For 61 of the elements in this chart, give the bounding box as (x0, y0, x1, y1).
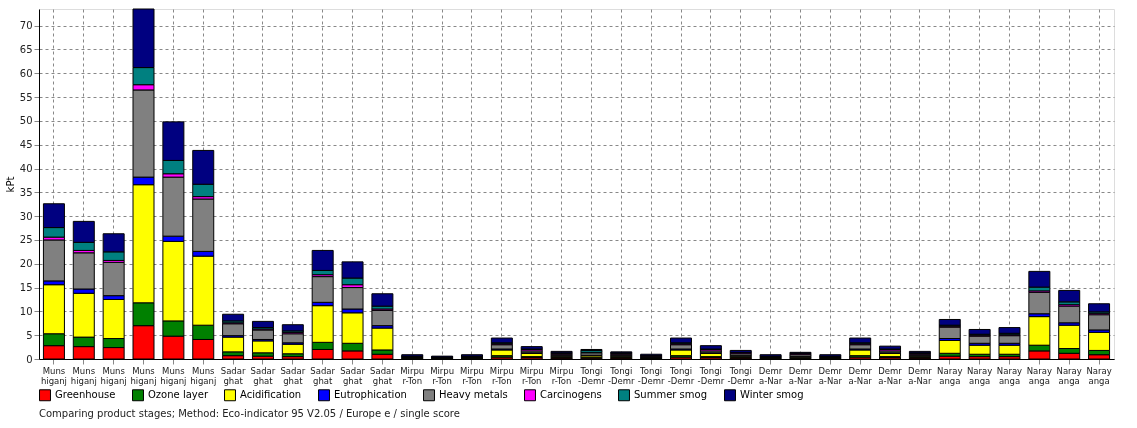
y-tick-label: 15 (19, 282, 33, 294)
x-tick-label: Muns higanj (100, 365, 127, 386)
y-tick-label: 20 (19, 258, 33, 270)
y-tick-label: 65 (19, 43, 33, 55)
y-tick-label: 5 (26, 329, 33, 341)
legend-label: Ozone layer (148, 389, 209, 401)
x-tick-label: Sadar ghat (250, 365, 276, 386)
x-tick-label: Demr a-Nar (818, 365, 843, 386)
x-tick-label: Naray anga (966, 365, 993, 386)
x-tick-label: Demr a-Nar (908, 365, 933, 386)
x-tick-label: Naray anga (1056, 365, 1082, 386)
y-tick-label: 50 (19, 115, 33, 127)
y-axis-title: kPt (4, 176, 16, 193)
legend-label: Winter smog (740, 389, 804, 401)
text: Comparing product stages; Method: Eco-indicator 95 V2.05 / Europe e / single score (39, 408, 460, 419)
x-tick-label: Naray anga (1026, 365, 1052, 386)
x-tick-label: Demr a-Nar (848, 365, 873, 386)
x-tick-label: Tongi -Demr (607, 365, 636, 386)
x-tick-label: Tongi -Demr (578, 365, 606, 386)
y-tick-label: 45 (19, 139, 33, 151)
legend-label: Eutrophication (334, 389, 407, 401)
legend-label: Acidification (240, 389, 302, 401)
y-tick-label: 70 (19, 20, 33, 32)
x-tick-label: Muns higanj (70, 365, 97, 386)
y-tick-label: 40 (19, 163, 33, 175)
x-tick-label: Tongi -Demr (667, 365, 695, 386)
y-tick-label: 60 (19, 67, 33, 79)
y-tick-label: 10 (19, 305, 33, 317)
y-tick-label: 30 (19, 210, 33, 222)
x-tick-label: Muns higanj (40, 365, 67, 386)
x-tick-label: Sadar ghat (310, 365, 336, 386)
x-tick-label: Muns higanj (130, 365, 157, 386)
x-tick-label: Mirpu r-Ton (400, 365, 425, 386)
y-tick-label: 0 (26, 353, 33, 365)
x-tick-label: Demr a-Nar (788, 365, 813, 386)
x-tick-label: Demr a-Nar (758, 365, 783, 386)
x-tick-label: Mirpu r-Ton (489, 365, 514, 386)
x-tick-label: Tongi -Demr (637, 365, 665, 386)
y-tick-label: 25 (19, 234, 33, 246)
legend-label: Heavy metals (439, 389, 508, 401)
legend-label: Greenhouse (55, 389, 116, 401)
x-tick-label: Tongi -Demr (697, 365, 725, 386)
x-tick-label: Naray anga (1086, 365, 1112, 386)
x-tick-label: Sadar ghat (220, 365, 246, 386)
x-tick-label: Mirpu r-Ton (549, 365, 574, 386)
x-tick-label: Sadar ghat (280, 365, 306, 386)
x-tick-label: Mirpu r-Ton (430, 365, 455, 386)
x-tick-label: Muns higanj (190, 365, 217, 386)
x-tick-label: Demr a-Nar (878, 365, 903, 386)
legend-label: Summer smog (634, 389, 708, 401)
x-tick-label: Mirpu r-Ton (459, 365, 484, 386)
y-tick-label: 35 (19, 186, 33, 198)
x-tick-label: Sadar ghat (370, 365, 396, 386)
x-tick-label: Sadar ghat (340, 365, 366, 386)
y-tick-label: 55 (19, 91, 33, 103)
x-tick-label: Naray anga (996, 365, 1023, 386)
x-tick-label: Naray anga (937, 365, 963, 386)
x-tick-label: Muns higanj (160, 365, 187, 386)
x-tick-label: Tongi -Demr (727, 365, 755, 386)
legend-label: Carcinogens (540, 389, 602, 401)
x-tick-label: Mirpu r-Ton (519, 365, 544, 386)
